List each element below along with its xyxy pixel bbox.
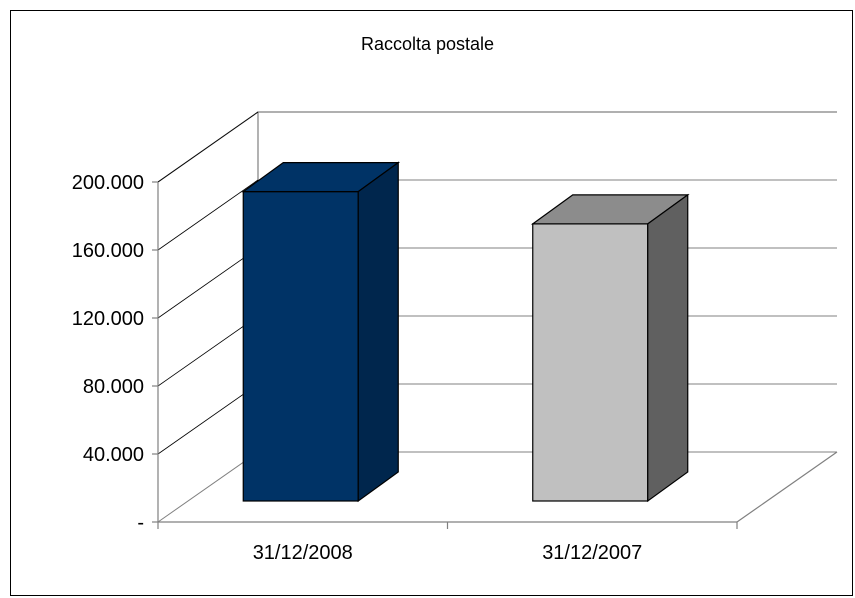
bar-2: [530, 193, 690, 503]
floor-right-edge: [736, 451, 838, 523]
bar-side: [647, 193, 689, 503]
chart-title: Raccolta postale: [360, 34, 495, 54]
bar-side: [357, 161, 399, 503]
bar-front: [532, 223, 649, 502]
bar-1: [241, 161, 401, 503]
gridline-side: [157, 247, 259, 319]
y-tick-label: -: [137, 512, 144, 534]
gridline-side: [157, 315, 259, 387]
x-tick-labels: 31/12/2008 31/12/2007: [253, 542, 643, 564]
gridline-side: [157, 111, 259, 183]
y-tick-label: 160.000: [72, 240, 144, 262]
y-tick-label: 120.000: [72, 308, 144, 330]
floor-left-edge: [157, 451, 259, 523]
bars: [241, 161, 690, 503]
y-tick-label: 40.000: [83, 444, 144, 466]
y-tick-label: 80.000: [83, 376, 144, 398]
gridline-side: [157, 179, 259, 251]
x-tick-label: 31/12/2007: [542, 542, 642, 564]
y-tick-label: 200.000: [72, 172, 144, 194]
bar-front: [242, 191, 359, 502]
chart-frame: [10, 10, 853, 596]
y-tick-labels: - 40.000 80.000 120.000 160.000 200.000: [72, 172, 144, 534]
x-tick-label: 31/12/2008: [253, 542, 353, 564]
axes: [152, 181, 738, 529]
gridline-side: [157, 383, 259, 455]
